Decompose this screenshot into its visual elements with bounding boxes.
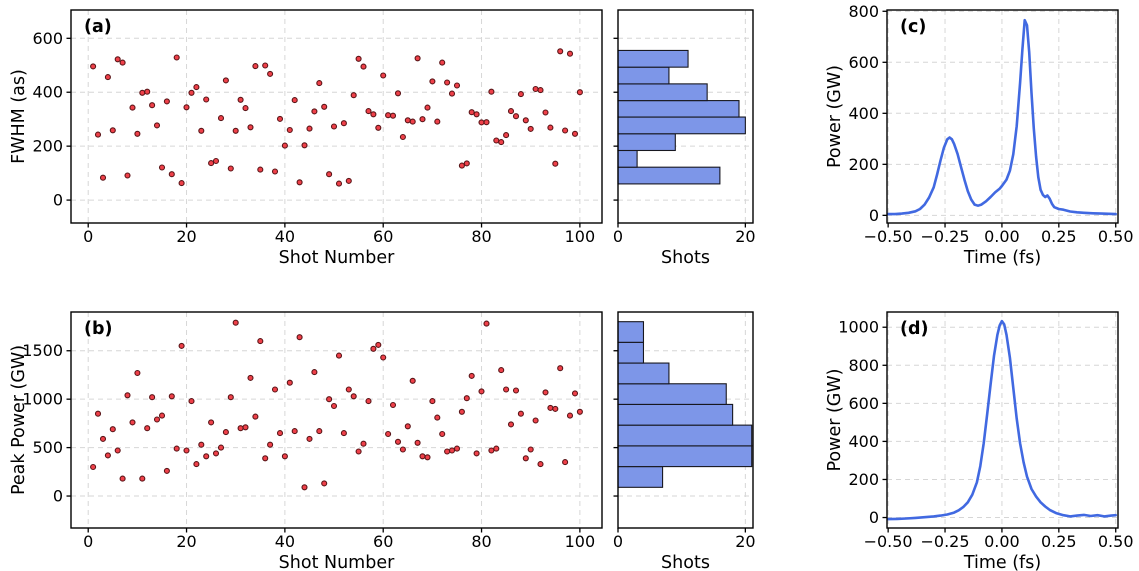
svg-text:20: 20 [176,532,196,551]
svg-text:0: 0 [613,532,623,551]
svg-text:0.00: 0.00 [984,227,1020,246]
svg-text:0.50: 0.50 [1098,227,1134,246]
svg-text:(d): (d) [900,319,929,339]
svg-text:400: 400 [848,432,879,451]
svg-text:Shot Number: Shot Number [279,248,395,268]
svg-text:(c): (c) [900,17,926,37]
svg-text:−0.50: −0.50 [864,227,913,246]
svg-text:Power (GW): Power (GW) [825,65,845,168]
panel-d-power-trace: −0.50 −0.25 0.00 0.25 0.50 0 200 400 600 800 1000 T… [790,290,1139,571]
svg-text:−0.25: −0.25 [920,532,969,551]
panel-a-fwhm-histogram: 0 20 Shots [610,0,790,290]
panel-c-power-trace: −0.50 −0.25 0.00 0.25 0.50 0 200 400 600 800 Time … [790,0,1139,290]
svg-text:500: 500 [32,438,63,457]
svg-text:100: 100 [565,532,596,551]
svg-text:20: 20 [176,227,196,246]
svg-text:Power (GW): Power (GW) [825,369,845,472]
panel-a-fwhm-scatter: 0 20 40 60 80 100 0 200 400 600 Shot Number FWHM (a… [0,0,610,290]
panel-b-peak-power-scatter: 0 20 40 60 80 100 0 500 1000 1500 Shot Number Peak … [0,290,610,571]
svg-text:200: 200 [848,470,879,489]
svg-text:0.25: 0.25 [1041,532,1077,551]
svg-text:400: 400 [32,83,63,102]
svg-text:Peak Power (GW): Peak Power (GW) [9,345,29,495]
svg-text:0: 0 [83,532,93,551]
svg-text:0: 0 [53,191,63,210]
svg-text:0: 0 [869,206,879,225]
svg-text:0.25: 0.25 [1041,227,1077,246]
svg-text:Time (fs): Time (fs) [963,553,1041,571]
svg-text:−0.50: −0.50 [864,532,913,551]
svg-text:1500: 1500 [22,341,63,360]
svg-text:200: 200 [32,137,63,156]
svg-text:400: 400 [848,104,879,123]
svg-text:60: 60 [373,227,393,246]
svg-text:0: 0 [613,227,623,246]
svg-text:200: 200 [848,155,879,174]
svg-text:0.00: 0.00 [984,532,1020,551]
svg-text:0: 0 [53,487,63,506]
svg-text:20: 20 [735,532,755,551]
svg-text:40: 40 [275,227,295,246]
panel-b-peak-power-histogram: 0 20 Shots [610,290,790,571]
svg-text:FWHM (as): FWHM (as) [9,69,29,164]
svg-text:600: 600 [32,29,63,48]
svg-text:20: 20 [735,227,755,246]
svg-text:(a): (a) [84,17,112,37]
svg-text:0: 0 [83,227,93,246]
svg-text:Time (fs): Time (fs) [963,248,1041,268]
svg-text:0: 0 [869,508,879,527]
svg-text:Shots: Shots [661,553,710,571]
svg-text:Shots: Shots [661,248,710,268]
svg-text:60: 60 [373,532,393,551]
svg-text:600: 600 [848,53,879,72]
svg-text:−0.25: −0.25 [920,227,969,246]
svg-text:(b): (b) [84,319,113,339]
svg-text:800: 800 [848,356,879,375]
svg-text:800: 800 [848,2,879,21]
svg-text:80: 80 [471,227,491,246]
svg-text:40: 40 [275,532,295,551]
svg-text:600: 600 [848,394,879,413]
svg-text:0.50: 0.50 [1098,532,1134,551]
svg-text:100: 100 [565,227,596,246]
svg-text:Shot Number: Shot Number [279,553,395,571]
svg-text:1000: 1000 [22,390,63,409]
svg-text:80: 80 [471,532,491,551]
svg-text:1000: 1000 [838,318,879,337]
